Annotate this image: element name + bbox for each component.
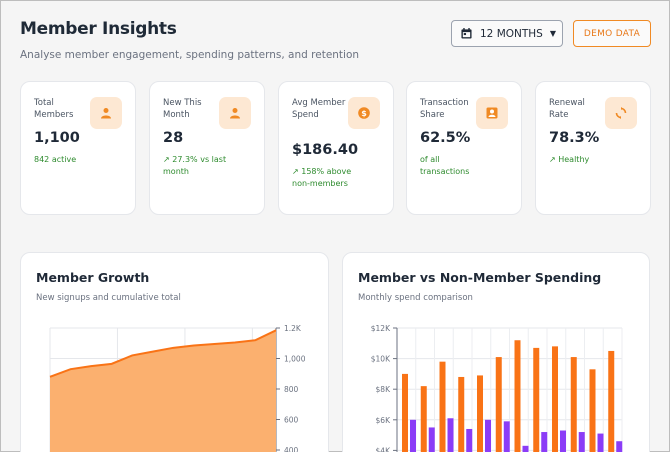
y-tick-label: $10K	[371, 355, 391, 364]
bar-member	[589, 369, 596, 452]
kpi-value: 28	[163, 130, 184, 146]
dollar-icon: $	[348, 97, 380, 129]
kpi-card-renewal-rate: Renewal Rate 78.3% ↗ Healthy	[535, 81, 651, 215]
kpi-sub: 842 active	[34, 155, 77, 164]
bar-non-member	[578, 432, 585, 452]
bar-non-member	[522, 445, 529, 452]
y-tick-label: $4K	[376, 446, 392, 452]
y-tick-label: 800	[284, 385, 299, 394]
bar-non-member	[616, 441, 623, 452]
page-subtitle: Analyse member engagement, spending patt…	[20, 49, 360, 61]
kpi-value: 1,100	[34, 130, 80, 146]
period-label: 12 MONTHS	[480, 27, 543, 40]
badge-icon	[476, 97, 508, 129]
bar-member	[402, 373, 408, 452]
bar-non-member	[466, 428, 473, 452]
bar-member	[477, 375, 483, 452]
member-growth-chart: 1.2K 1,000 800 600 400	[49, 324, 306, 452]
refresh-icon	[605, 97, 637, 129]
bar-non-member	[485, 419, 491, 452]
person-icon	[90, 97, 122, 129]
kpi-sub: ↗ Healthy	[549, 155, 590, 164]
kpi-label: Total Members	[34, 98, 74, 120]
kpi-label: Transaction Share	[420, 98, 469, 120]
bar-member	[514, 340, 521, 452]
kpi-value: 62.5%	[420, 130, 471, 146]
page-header: Member Insights Analyse member engagemen…	[20, 19, 359, 61]
bar-non-member	[447, 418, 454, 452]
bar-member	[458, 376, 465, 452]
page-title: Member Insights	[20, 19, 177, 39]
member-growth-panel: 1.2K 1,000 800 600 400 Member Growth New sig…	[20, 252, 329, 452]
kpi-sub: of all transactions	[420, 155, 470, 176]
y-tick-label: $8K	[376, 385, 392, 394]
spending-chart: $12K $10K $8K $6K $4K	[371, 324, 623, 452]
bar-non-member	[428, 427, 435, 452]
kpi-card-new-this-month: New This Month 28 ↗ 27.3% vs last month	[149, 81, 265, 215]
bar-non-member	[560, 430, 566, 452]
bar-member	[495, 357, 502, 452]
person-add-icon	[219, 97, 251, 129]
demo-data-button[interactable]: DEMO DATA	[573, 20, 651, 47]
kpi-card-total-members: Total Members 1,100 842 active	[20, 81, 136, 215]
bar-non-member	[503, 421, 510, 452]
svg-text:$: $	[361, 109, 367, 118]
bar-non-member	[541, 432, 548, 452]
kpi-label: Renewal Rate	[549, 98, 585, 120]
kpi-label: Avg Member Spend	[292, 98, 346, 120]
kpi-value: 78.3%	[549, 130, 600, 146]
y-tick-label: 600	[284, 416, 299, 425]
chevron-down-icon: ▼	[549, 29, 557, 38]
bar-member	[420, 386, 427, 452]
kpi-value: $186.40	[292, 142, 359, 158]
y-tick-label: 1.2K	[284, 324, 302, 333]
kpi-card-avg-member-spend: Avg Member Spend $ $186.40 ↗ 158% above …	[278, 81, 394, 215]
y-tick-label: $12K	[371, 324, 391, 333]
y-tick-label: 400	[284, 446, 299, 452]
calendar-icon	[461, 28, 472, 39]
y-tick-label: $6K	[376, 416, 392, 425]
bar-member	[570, 357, 577, 452]
bar-non-member	[597, 433, 604, 452]
kpi-card-transaction-share: Transaction Share 62.5% of all transacti…	[406, 81, 522, 215]
bar-member	[552, 346, 558, 452]
kpi-sub: ↗ 27.3% vs last month	[163, 155, 227, 176]
bar-non-member	[410, 419, 416, 452]
panel-title: Member vs Non-Member Spending	[358, 270, 602, 285]
period-dropdown[interactable]: 12 MONTHS ▼	[451, 20, 563, 47]
panel-title: Member Growth	[36, 270, 150, 285]
panel-subtitle: New signups and cumulative total	[36, 293, 181, 303]
growth-line	[49, 329, 277, 378]
spending-panel: $12K $10K $8K $6K $4K Member vs Non-Member S…	[342, 252, 650, 452]
panel-subtitle: Monthly spend comparison	[358, 293, 473, 303]
growth-area	[50, 330, 276, 452]
kpi-sub: ↗ 158% above non-members	[292, 167, 352, 188]
bar-member	[533, 347, 540, 452]
kpi-label: New This Month	[163, 98, 202, 120]
y-tick-label: 1,000	[284, 355, 306, 364]
bar-member	[439, 361, 446, 452]
bar-member	[608, 350, 615, 452]
